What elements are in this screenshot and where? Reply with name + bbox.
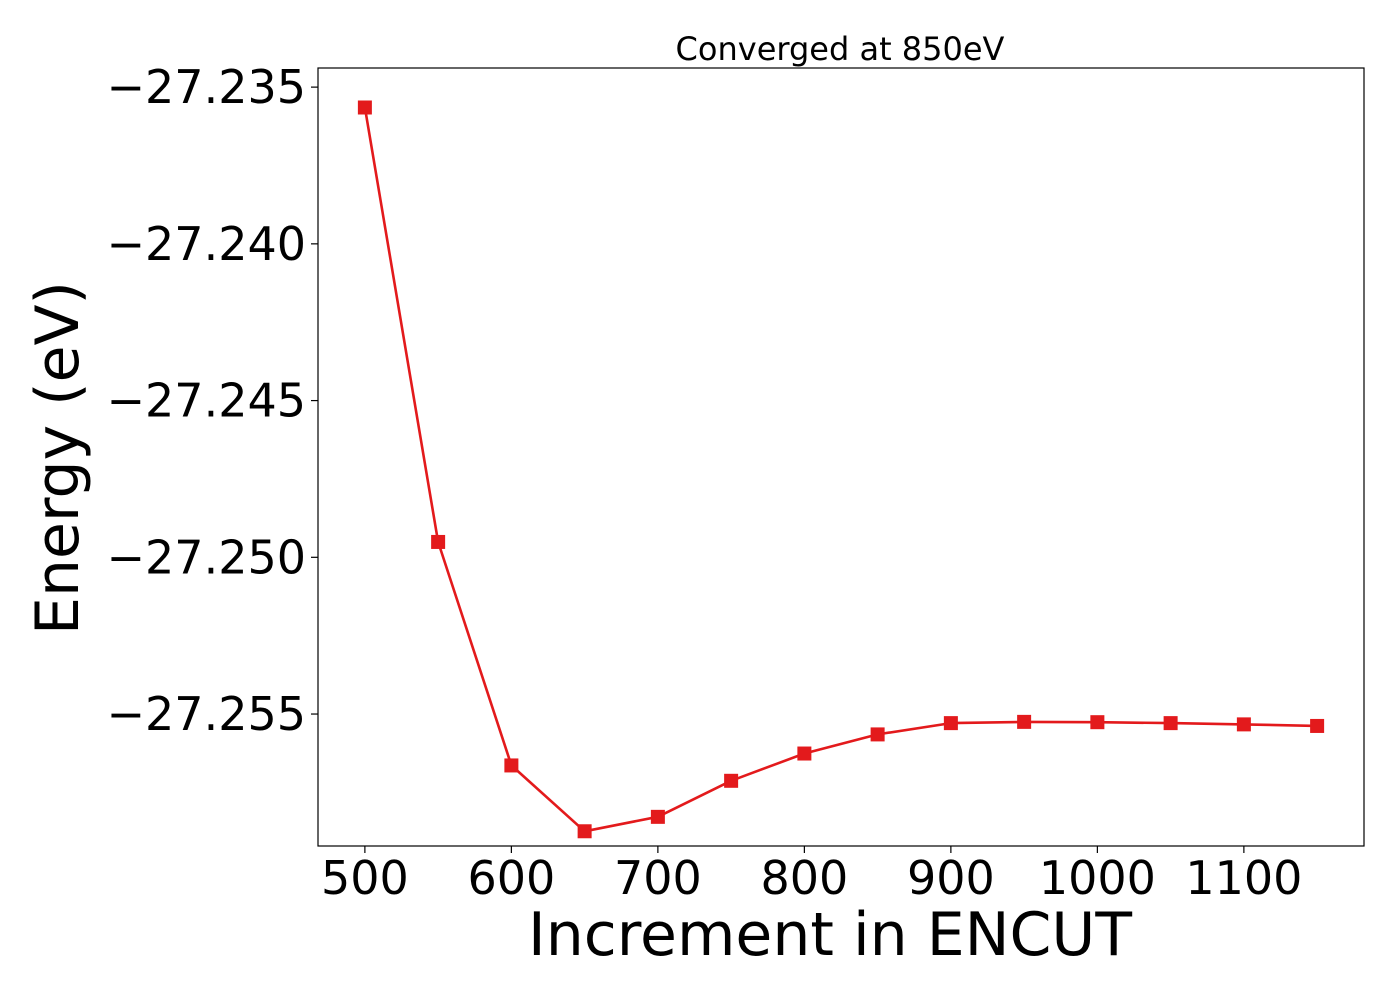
y-axis: −27.235 −27.240 −27.245 −27.250 −27.255 xyxy=(107,60,318,741)
x-axis: 500 600 700 800 900 1000 1100 xyxy=(321,846,1302,905)
x-tick-label: 600 xyxy=(467,851,555,905)
data-point-marker xyxy=(870,727,885,742)
data-point-marker xyxy=(1310,718,1325,733)
y-tick-label: −27.250 xyxy=(107,530,307,584)
y-tick-label: −27.235 xyxy=(107,60,307,114)
x-tick-label: 500 xyxy=(321,851,409,905)
data-point-marker xyxy=(504,758,519,773)
x-tick-label: 1000 xyxy=(1039,851,1156,905)
x-tick-label: 900 xyxy=(907,851,995,905)
x-axis-label: Increment in ENCUT xyxy=(528,900,1132,970)
data-point-marker xyxy=(577,824,592,839)
x-tick-label: 700 xyxy=(614,851,702,905)
data-point-marker xyxy=(357,100,372,115)
x-tick-label: 800 xyxy=(760,851,848,905)
plot-frame xyxy=(317,67,1365,847)
y-axis-label: Energy (eV) xyxy=(23,281,93,635)
y-tick-label: −27.240 xyxy=(107,217,307,271)
y-tick-label: −27.245 xyxy=(107,374,307,428)
data-point-marker xyxy=(1090,715,1105,730)
plot-area xyxy=(357,100,1325,839)
y-tick-label: −27.255 xyxy=(107,687,307,741)
data-point-marker xyxy=(1236,717,1251,732)
data-point-marker xyxy=(1017,714,1032,729)
data-point-marker xyxy=(431,534,446,549)
chart-title: Converged at 850eV xyxy=(676,30,1005,68)
data-point-marker xyxy=(724,773,739,788)
data-point-marker xyxy=(1163,716,1178,731)
data-point-marker xyxy=(943,716,958,731)
data-point-marker xyxy=(650,809,665,824)
series-line xyxy=(363,107,1318,833)
x-tick-label: 1100 xyxy=(1185,851,1302,905)
data-point-marker xyxy=(797,746,812,761)
